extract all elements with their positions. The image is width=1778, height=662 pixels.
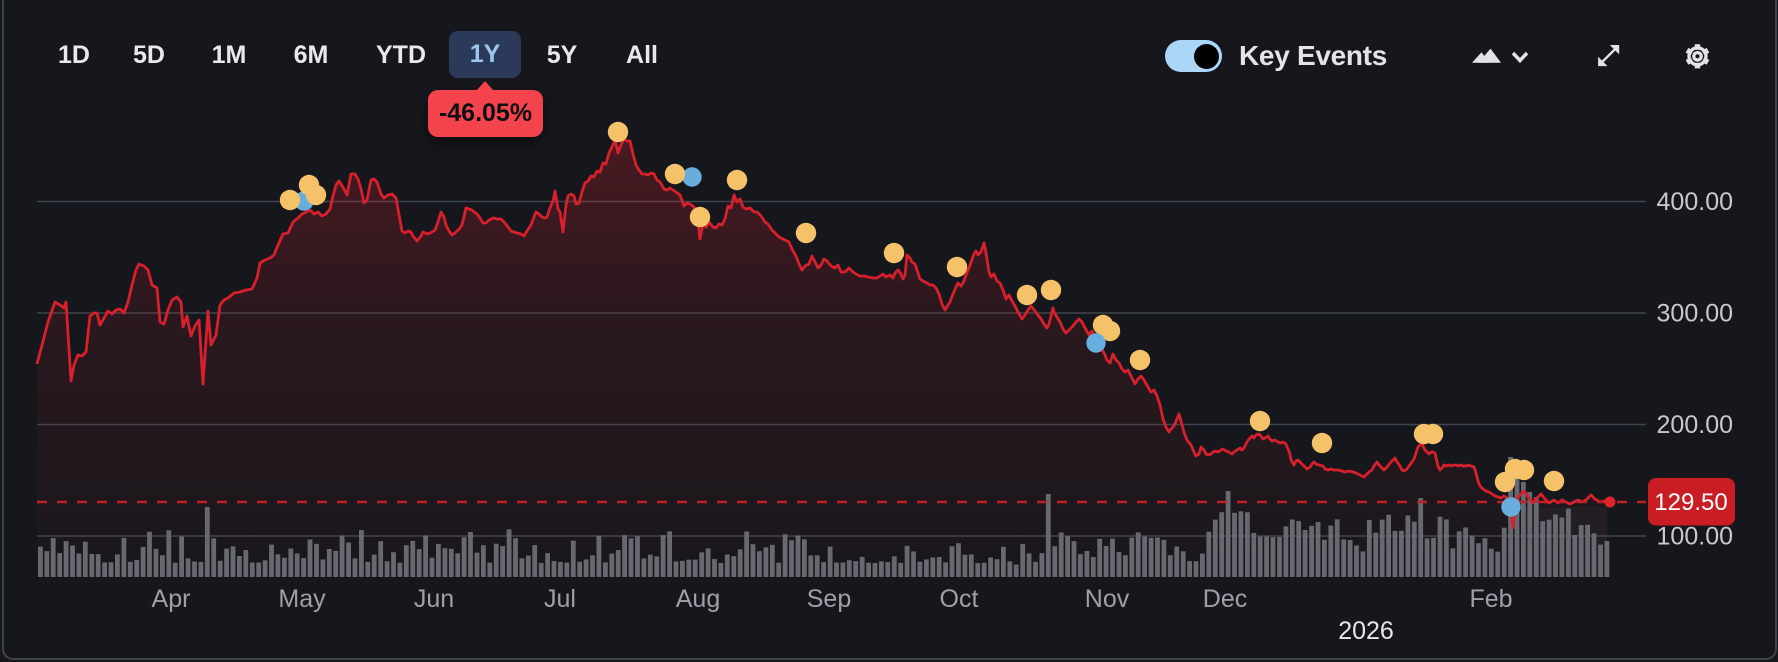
svg-text:2026: 2026 [1338,617,1394,645]
svg-text:129.50: 129.50 [1654,489,1727,516]
svg-text:Apr: Apr [152,585,191,613]
svg-text:Jul: Jul [544,585,576,613]
svg-text:May: May [278,585,326,613]
svg-text:Oct: Oct [940,585,979,613]
svg-text:Aug: Aug [676,585,720,613]
svg-text:Feb: Feb [1469,585,1512,613]
svg-text:Dec: Dec [1203,585,1247,613]
svg-text:Nov: Nov [1085,585,1130,613]
svg-text:400.00: 400.00 [1657,188,1733,216]
svg-text:200.00: 200.00 [1657,411,1733,439]
svg-text:Sep: Sep [807,585,851,613]
svg-text:100.00: 100.00 [1657,523,1733,551]
svg-text:Jun: Jun [414,585,454,613]
svg-text:300.00: 300.00 [1657,300,1733,328]
